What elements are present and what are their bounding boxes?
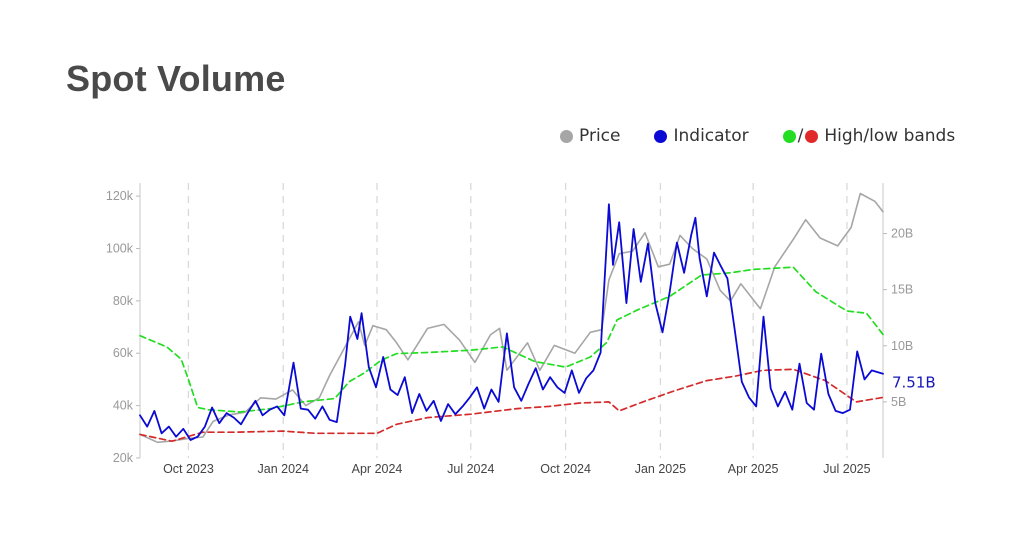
price-line [139, 192, 884, 444]
page-title: Spot Volume [66, 58, 286, 99]
x-tick-label: Jan 2024 [258, 462, 309, 476]
x-tick-label: Oct 2024 [540, 462, 591, 476]
legend-item-bands[interactable]: / High/low bands [782, 126, 956, 146]
y-right-tick-label: 20B [891, 227, 913, 241]
y-left-tick-label: 60k [113, 346, 134, 360]
y-left-tick-label: 120k [106, 189, 134, 203]
legend-bands-label: High/low bands [824, 126, 956, 146]
legend-price-label: Price [579, 126, 621, 146]
indicator-legend-dot-icon [654, 129, 668, 143]
legend-indicator-label: Indicator [673, 126, 749, 146]
x-tick-label: Apr 2025 [728, 462, 779, 476]
x-tick-label: Oct 2023 [163, 462, 214, 476]
indicator-last-value-label: 7.51B [892, 374, 936, 392]
x-tick-label: Jul 2024 [447, 462, 494, 476]
y-right-tick-label: 5B [891, 395, 906, 409]
legend-slash: / [797, 126, 804, 146]
label-layer: 7.51B [892, 374, 936, 392]
y-left-tick-label: 100k [106, 241, 134, 255]
x-tick-label: Jul 2025 [823, 462, 870, 476]
y-right-tick-label: 10B [891, 339, 913, 353]
low-band-legend-dot-icon [805, 129, 819, 143]
x-tick-label: Apr 2024 [352, 462, 403, 476]
axis-layer: Oct 2023 Jan 2024 Apr 2024 Jul 2024 Oct 2024… [106, 183, 913, 476]
x-tick-label: Jan 2025 [635, 462, 686, 476]
y-right-tick-label: 15B [891, 283, 913, 297]
y-left-tick-label: 80k [113, 294, 134, 308]
indicator-line [139, 203, 884, 441]
chart-legend: Price Indicator / High/low bands [560, 126, 955, 146]
legend-item-indicator[interactable]: Indicator [654, 126, 749, 146]
grid-layer [187, 183, 848, 458]
y-left-tick-label: 20k [113, 451, 134, 465]
price-legend-dot-icon [560, 129, 573, 143]
low-band-line [139, 368, 884, 443]
series-layer [139, 192, 884, 444]
y-left-tick-label: 40k [113, 399, 134, 413]
high-band-legend-dot-icon [782, 129, 796, 143]
legend-item-price[interactable]: Price [560, 126, 620, 146]
